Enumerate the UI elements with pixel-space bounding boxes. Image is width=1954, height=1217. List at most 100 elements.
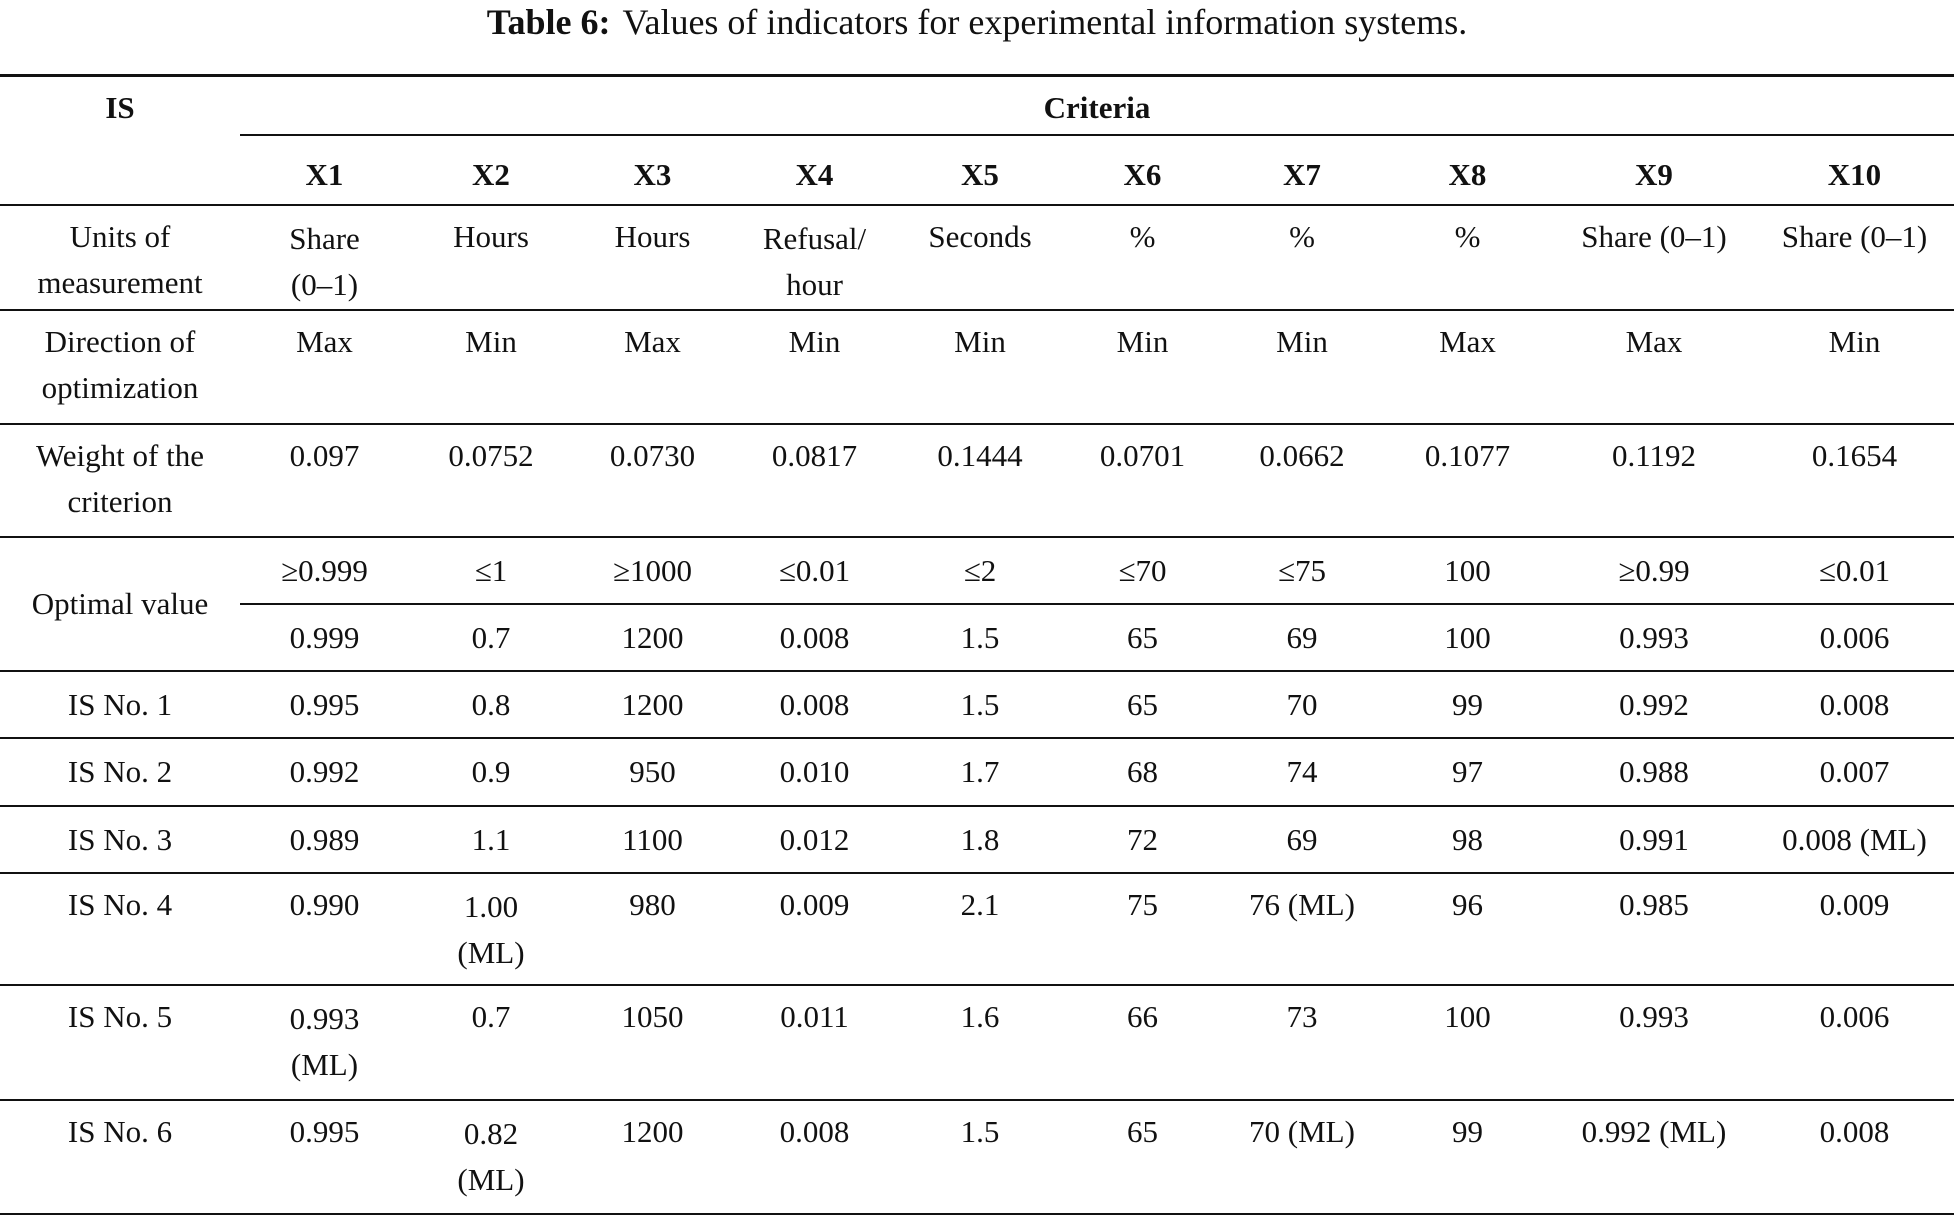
cell-x5: 1.6 <box>897 984 1063 1101</box>
cell-x1: 0.992 <box>240 737 409 807</box>
cell-x10: Share (0–1) <box>1755 204 1954 311</box>
column-header-x6: X6 <box>1063 134 1222 206</box>
row-label: IS No. 3 <box>0 805 240 874</box>
bound-x5: ≤2 <box>897 536 1063 605</box>
cell-x1: 0.990 <box>240 872 409 986</box>
bound-x4: ≤0.01 <box>732 536 897 605</box>
cell-x3: 1100 <box>573 805 732 874</box>
row-label: IS No. 1 <box>0 670 240 739</box>
row-is-1: IS No. 1 0.995 0.8 1200 0.008 1.5 65 70 99 0.992 0… <box>0 670 1954 739</box>
cell-x3: 1050 <box>573 984 732 1101</box>
cell-x9: Share (0–1) <box>1553 204 1755 311</box>
cell-x2: 0.82 (ML) <box>409 1099 573 1215</box>
row-is-5: IS No. 5 0.993 (ML) 0.7 1050 0.011 1.6 66 73 100… <box>0 984 1954 1101</box>
optimal-x6: 65 <box>1063 603 1222 672</box>
cell-x4: 0.0817 <box>732 423 897 538</box>
cell-x4: Refusal/ hour <box>732 204 897 311</box>
cell-x7: 76 (ML) <box>1222 872 1382 986</box>
bound-x8: 100 <box>1382 536 1553 605</box>
row-label: Units of measurement <box>0 204 240 311</box>
cell-x8: 99 <box>1382 1099 1553 1215</box>
cell-x2: 0.7 <box>409 984 573 1101</box>
cell-x9: 0.988 <box>1553 737 1755 807</box>
cell-x3: Max <box>573 309 732 425</box>
table-caption: Table 6: Values of indicators for experim… <box>0 0 1954 44</box>
cell-x4: 0.008 <box>732 1099 897 1215</box>
cell-x5: 1.8 <box>897 805 1063 874</box>
cell-x10: 0.007 <box>1755 737 1954 807</box>
cell-x10: 0.1654 <box>1755 423 1954 538</box>
row-label: Direction of optimization <box>0 309 240 425</box>
cell-x7: 70 (ML) <box>1222 1099 1382 1215</box>
cell-x5: 1.7 <box>897 737 1063 807</box>
cell-x8: Max <box>1382 309 1553 425</box>
cell-x9: 0.991 <box>1553 805 1755 874</box>
cell-x5: 1.5 <box>897 1099 1063 1215</box>
bound-x7: ≤75 <box>1222 536 1382 605</box>
cell-x1: 0.097 <box>240 423 409 538</box>
cell-x1: 0.993 (ML) <box>240 984 409 1101</box>
cell-x6: % <box>1063 204 1222 311</box>
cell-x10: 0.008 (ML) <box>1755 805 1954 874</box>
cell-x6: 72 <box>1063 805 1222 874</box>
cell-x3: 950 <box>573 737 732 807</box>
bound-x9: ≥0.99 <box>1553 536 1755 605</box>
optimal-x8: 100 <box>1382 603 1553 672</box>
cell-x3: Hours <box>573 204 732 311</box>
cell-x6: Min <box>1063 309 1222 425</box>
cell-x9: 0.985 <box>1553 872 1755 986</box>
cell-x3: 1200 <box>573 670 732 739</box>
cell-x6: 0.0701 <box>1063 423 1222 538</box>
indicators-table: IS Criteria X1 X2 X3 X4 X5 X6 X7 X8 X9 X10 Units … <box>0 74 1954 1215</box>
cell-x7: 0.0662 <box>1222 423 1382 538</box>
cell-x3: 0.0730 <box>573 423 732 538</box>
row-units: Units of measurement Share (0–1) Hours Hour… <box>0 204 1954 311</box>
cell-x1: 0.995 <box>240 670 409 739</box>
row-weight: Weight of the criterion 0.097 0.0752 0.0730… <box>0 423 1954 538</box>
cell-x7: 69 <box>1222 805 1382 874</box>
cell-x2: Hours <box>409 204 573 311</box>
cell-x7: % <box>1222 204 1382 311</box>
cell-x9: 0.992 <box>1553 670 1755 739</box>
cell-x2: 0.8 <box>409 670 573 739</box>
column-header-x9: X9 <box>1553 134 1755 206</box>
cell-x6: 75 <box>1063 872 1222 986</box>
bound-x2: ≤1 <box>409 536 573 605</box>
row-is-3: IS No. 3 0.989 1.1 1100 0.012 1.8 72 69 98 0.991 0… <box>0 805 1954 874</box>
table-number: Table 6: <box>486 2 611 42</box>
cell-x9: 0.992 (ML) <box>1553 1099 1755 1215</box>
cell-x4: Min <box>732 309 897 425</box>
row-is-6: IS No. 6 0.995 0.82 (ML) 1200 0.008 1.5 65 70 (… <box>0 1099 1954 1215</box>
cell-x1: 0.995 <box>240 1099 409 1215</box>
cell-x8: 96 <box>1382 872 1553 986</box>
cell-x2: Min <box>409 309 573 425</box>
cell-x10: 0.008 <box>1755 670 1954 739</box>
optimal-x5: 1.5 <box>897 603 1063 672</box>
row-label: Optimal value <box>0 536 240 672</box>
optimal-x10: 0.006 <box>1755 603 1954 672</box>
optimal-x3: 1200 <box>573 603 732 672</box>
header-row-columns: X1 X2 X3 X4 X5 X6 X7 X8 X9 X10 <box>0 134 1954 206</box>
cell-x4: 0.010 <box>732 737 897 807</box>
cell-x10: Min <box>1755 309 1954 425</box>
row-is-2: IS No. 2 0.992 0.9 950 0.010 1.7 68 74 97 0.988 0.… <box>0 737 1954 807</box>
optimal-x1: 0.999 <box>240 603 409 672</box>
cell-x1: Max <box>240 309 409 425</box>
row-label: IS No. 5 <box>0 984 240 1101</box>
cell-x2: 1.00 (ML) <box>409 872 573 986</box>
row-label: IS No. 6 <box>0 1099 240 1215</box>
row-optimal-bounds: Optimal value ≥0.999 ≤1 ≥1000 ≤0.01 ≤2 ≤70 ≤75 1… <box>0 536 1954 672</box>
header-is: IS <box>0 74 240 206</box>
cell-x4: 0.011 <box>732 984 897 1101</box>
row-label: Weight of the criterion <box>0 423 240 538</box>
bound-x1: ≥0.999 <box>240 536 409 605</box>
cell-x3: 1200 <box>573 1099 732 1215</box>
cell-x10: 0.006 <box>1755 984 1954 1101</box>
row-is-4: IS No. 4 0.990 1.00 (ML) 980 0.009 2.1 75 76 (M… <box>0 872 1954 986</box>
cell-x8: 98 <box>1382 805 1553 874</box>
optimal-x9: 0.993 <box>1553 603 1755 672</box>
row-label: IS No. 4 <box>0 872 240 986</box>
cell-x2: 0.9 <box>409 737 573 807</box>
cell-x8: 97 <box>1382 737 1553 807</box>
cell-x8: % <box>1382 204 1553 311</box>
